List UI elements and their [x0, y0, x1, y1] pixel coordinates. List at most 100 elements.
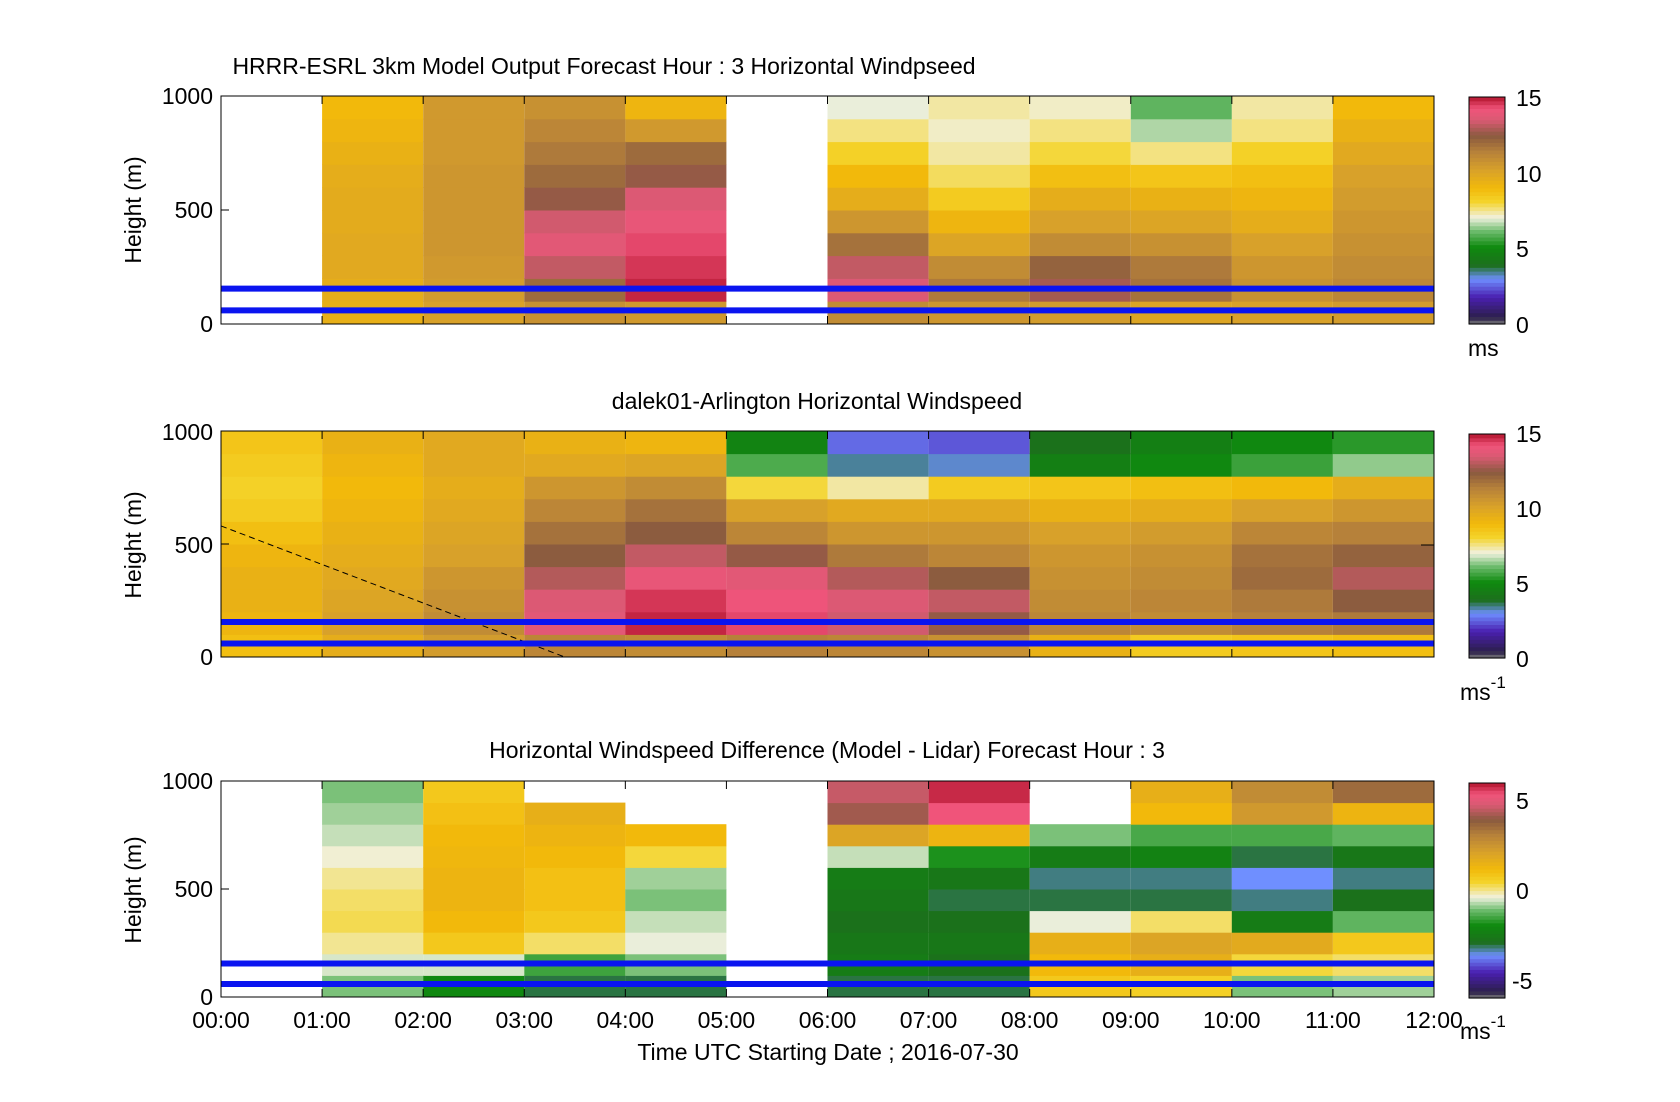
colorbar-unit: ms: [1468, 335, 1499, 361]
colorbar-swatch: [1469, 804, 1505, 809]
heatmap-cell: [1029, 232, 1131, 257]
colorbar-swatch: [1469, 590, 1505, 596]
heatmap-cell: [928, 824, 1030, 847]
heatmap-cell: [423, 867, 525, 890]
colorbar-swatch: [1469, 259, 1505, 265]
heatmap-cell: [322, 141, 424, 165]
colorbar-tick-label: -5: [1512, 968, 1532, 994]
heatmap-cell: [1231, 521, 1333, 545]
panel-lidar-title: dalek01-Arlington Horizontal Windspeed: [612, 388, 1022, 414]
heatmap-cell: [1231, 802, 1333, 825]
x-tick-label: 03:00: [495, 1007, 553, 1033]
heatmap-cell: [928, 589, 1030, 613]
heatmap-cell: [1332, 498, 1434, 522]
heatmap-cell: [524, 141, 626, 165]
colorbar-swatch: [1469, 534, 1505, 540]
colorbar-swatch: [1469, 278, 1505, 283]
heatmap-cell: [928, 910, 1030, 933]
heatmap-cell: [1231, 498, 1333, 522]
heatmap-cell: [1029, 521, 1131, 545]
heatmap-cell: [1332, 566, 1434, 590]
heatmap-cell: [1029, 932, 1131, 955]
heatmap-cell: [1332, 255, 1434, 279]
colorbar-swatch: [1469, 583, 1505, 588]
x-tick-label: 12:00: [1405, 1007, 1463, 1033]
heatmap-cell: [322, 96, 424, 120]
heatmap-cell: [827, 910, 929, 933]
heatmap-cell: [827, 824, 929, 847]
colorbar-swatch: [1469, 811, 1505, 816]
y-tick-label: 500: [175, 532, 213, 558]
colorbar-swatch: [1469, 131, 1505, 136]
colorbar-swatch: [1469, 437, 1505, 443]
heatmap-cell: [827, 476, 929, 500]
heatmap-cell: [1332, 781, 1434, 804]
heatmap-cell: [322, 498, 424, 522]
heatmap-cell: [1130, 164, 1232, 188]
colorbar-swatch: [1469, 972, 1505, 978]
colorbar-swatch: [1469, 861, 1505, 867]
x-tick-label: 02:00: [394, 1007, 452, 1033]
panel-difference: Horizontal Windspeed Difference (Model -…: [120, 737, 1532, 1044]
colorbar-tick-label: 10: [1516, 496, 1542, 522]
colorbar-unit: ms-1: [1460, 1012, 1506, 1044]
heatmap-cell: [1332, 476, 1434, 500]
colorbar-swatch: [1469, 482, 1505, 487]
colorbar-unit: ms-1: [1460, 673, 1506, 705]
colorbar-swatch: [1469, 527, 1505, 532]
heatmap-cell: [928, 889, 1030, 912]
colorbar-swatch: [1469, 553, 1505, 558]
colorbar-swatch: [1469, 926, 1505, 931]
colorbar-swatch: [1469, 951, 1505, 956]
colorbar-swatch: [1469, 564, 1505, 569]
heatmap-cell: [1332, 589, 1434, 613]
heatmap-cell: [1029, 431, 1131, 455]
heatmap-cell: [827, 210, 929, 234]
colorbar-swatch: [1469, 512, 1505, 517]
heatmap-cell: [928, 164, 1030, 188]
colorbar-swatch: [1469, 602, 1505, 607]
heatmap-cell: [1130, 232, 1232, 257]
heatmap-cell: [1332, 453, 1434, 477]
heatmap-cell: [928, 210, 1030, 234]
heatmap-cell: [423, 589, 525, 613]
heatmap-cell: [423, 932, 525, 955]
y-tick-label: 500: [175, 197, 213, 223]
colorbar-swatch: [1469, 872, 1505, 877]
colorbar-swatch: [1469, 865, 1505, 870]
heatmap-cell: [1231, 232, 1333, 257]
heatmap-cell: [827, 498, 929, 522]
colorbar-swatch: [1469, 818, 1505, 824]
colorbar-swatch: [1469, 108, 1505, 113]
y-tick-label: 0: [200, 644, 213, 670]
heatmap-cell: [1130, 867, 1232, 890]
heatmap-cell: [726, 566, 828, 590]
colorbar-swatch: [1469, 650, 1505, 655]
heatmap-cell: [827, 867, 929, 890]
heatmap-cell: [1130, 255, 1232, 279]
heatmap-cell: [625, 232, 727, 257]
heatmap-cell: [1332, 910, 1434, 933]
heatmap-cell: [524, 453, 626, 477]
x-tick-label: 04:00: [597, 1007, 655, 1033]
heatmap-cell: [524, 431, 626, 455]
colorbar-swatch: [1469, 240, 1505, 246]
heatmap-cell: [322, 431, 424, 455]
colorbar-swatch: [1469, 531, 1505, 536]
heatmap-cell: [1029, 141, 1131, 165]
heatmap-cell: [1231, 431, 1333, 455]
heatmap-cell: [827, 431, 929, 455]
y-tick-label: 0: [200, 984, 213, 1010]
heatmap-cell: [726, 589, 828, 613]
heatmap-cell: [221, 544, 323, 568]
heatmap-cell: [625, 498, 727, 522]
heatmap-cell: [827, 255, 929, 279]
heatmap-cell: [423, 118, 525, 143]
colorbar-swatches: [1469, 97, 1505, 325]
colorbar-swatch: [1469, 123, 1505, 128]
heatmap-cell: [827, 544, 929, 568]
colorbar-swatch: [1469, 504, 1505, 510]
colorbar-swatch: [1469, 940, 1505, 945]
heatmap-cell: [322, 867, 424, 890]
colorbar-swatch: [1469, 783, 1505, 788]
